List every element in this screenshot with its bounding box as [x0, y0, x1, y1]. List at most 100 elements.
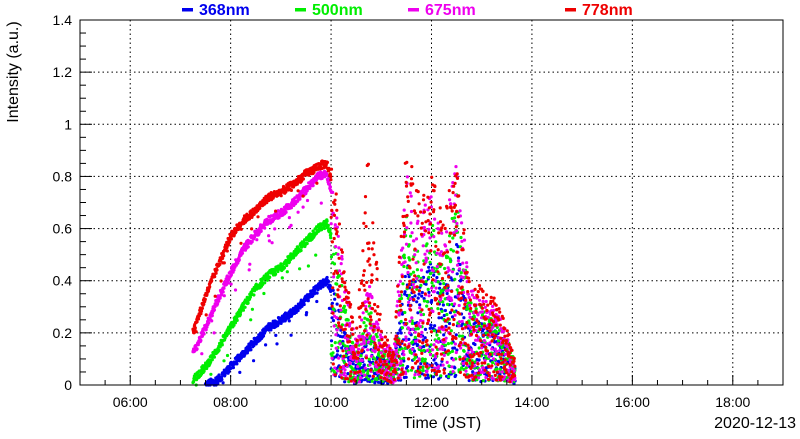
data-point — [482, 339, 486, 343]
data-point — [357, 380, 361, 384]
data-point — [331, 319, 336, 323]
data-point — [331, 286, 335, 290]
data-point — [434, 345, 438, 349]
data-point — [346, 296, 350, 300]
data-point — [402, 356, 406, 360]
data-point — [484, 317, 488, 321]
data-point — [442, 313, 446, 318]
data-point — [392, 353, 396, 357]
data-point — [411, 327, 415, 331]
data-point — [455, 221, 459, 226]
data-point — [455, 272, 459, 276]
data-point — [415, 285, 419, 289]
data-point — [370, 379, 374, 383]
data-point — [393, 368, 397, 372]
data-point — [445, 312, 449, 317]
data-point — [513, 374, 517, 378]
data-point — [454, 350, 458, 355]
data-point — [376, 305, 380, 309]
data-point — [451, 358, 455, 362]
data-point — [443, 251, 447, 255]
data-point — [442, 353, 446, 357]
data-point — [327, 279, 331, 284]
data-point — [486, 377, 491, 381]
data-point — [322, 226, 327, 231]
data-point — [430, 364, 434, 368]
data-point — [490, 347, 494, 351]
data-point — [239, 241, 243, 245]
data-point — [196, 317, 201, 321]
data-point — [362, 370, 366, 374]
data-point — [445, 206, 449, 210]
data-point — [447, 321, 452, 326]
data-point — [508, 346, 513, 350]
data-point — [331, 351, 335, 355]
data-point — [504, 368, 508, 372]
data-point — [375, 277, 379, 281]
data-point — [450, 308, 454, 312]
data-point — [473, 342, 477, 347]
data-point — [367, 241, 371, 245]
data-point — [367, 357, 371, 361]
data-point — [289, 188, 293, 192]
data-point — [419, 283, 423, 287]
data-point — [401, 246, 405, 250]
data-point — [447, 364, 451, 368]
data-point — [507, 373, 511, 377]
data-point — [476, 362, 480, 366]
data-point — [330, 304, 334, 308]
data-point — [334, 346, 338, 350]
data-point — [422, 225, 426, 230]
data-point — [344, 363, 348, 367]
data-point — [499, 357, 503, 361]
data-point — [212, 355, 216, 359]
data-point — [462, 306, 466, 310]
data-point — [428, 260, 432, 264]
data-point — [392, 377, 397, 382]
data-point — [341, 342, 345, 346]
data-point — [428, 326, 432, 330]
data-point — [255, 238, 259, 242]
data-point — [339, 373, 343, 377]
data-point — [378, 368, 382, 372]
data-point — [370, 296, 374, 300]
data-point — [440, 344, 444, 349]
data-point — [404, 242, 409, 246]
legend-label: 675nm — [425, 2, 476, 19]
data-point — [397, 260, 401, 264]
data-point — [200, 352, 204, 356]
data-point — [404, 184, 409, 188]
data-point — [359, 342, 363, 346]
data-point — [335, 302, 339, 306]
data-point — [305, 198, 310, 203]
data-point — [432, 228, 436, 233]
data-point — [460, 334, 465, 338]
data-point — [439, 374, 443, 378]
data-point — [513, 364, 517, 368]
data-point — [419, 210, 423, 214]
data-point — [210, 358, 214, 362]
data-point — [356, 365, 360, 369]
data-point — [427, 290, 431, 294]
data-point — [399, 331, 403, 335]
data-point — [329, 178, 333, 182]
data-point — [212, 308, 216, 312]
data-point — [494, 334, 498, 338]
data-point — [432, 273, 436, 277]
data-point — [383, 359, 387, 363]
data-point — [336, 369, 340, 373]
data-point — [483, 361, 487, 365]
data-point — [208, 285, 212, 289]
data-point — [495, 349, 499, 353]
data-point — [477, 298, 482, 302]
data-point — [396, 376, 400, 380]
data-point — [455, 263, 460, 267]
data-point — [373, 357, 377, 361]
data-point — [433, 324, 437, 328]
data-point — [453, 302, 457, 306]
data-point — [443, 244, 448, 248]
data-point — [246, 301, 250, 305]
data-point — [346, 350, 351, 354]
data-point — [486, 303, 490, 307]
data-point — [494, 323, 498, 327]
